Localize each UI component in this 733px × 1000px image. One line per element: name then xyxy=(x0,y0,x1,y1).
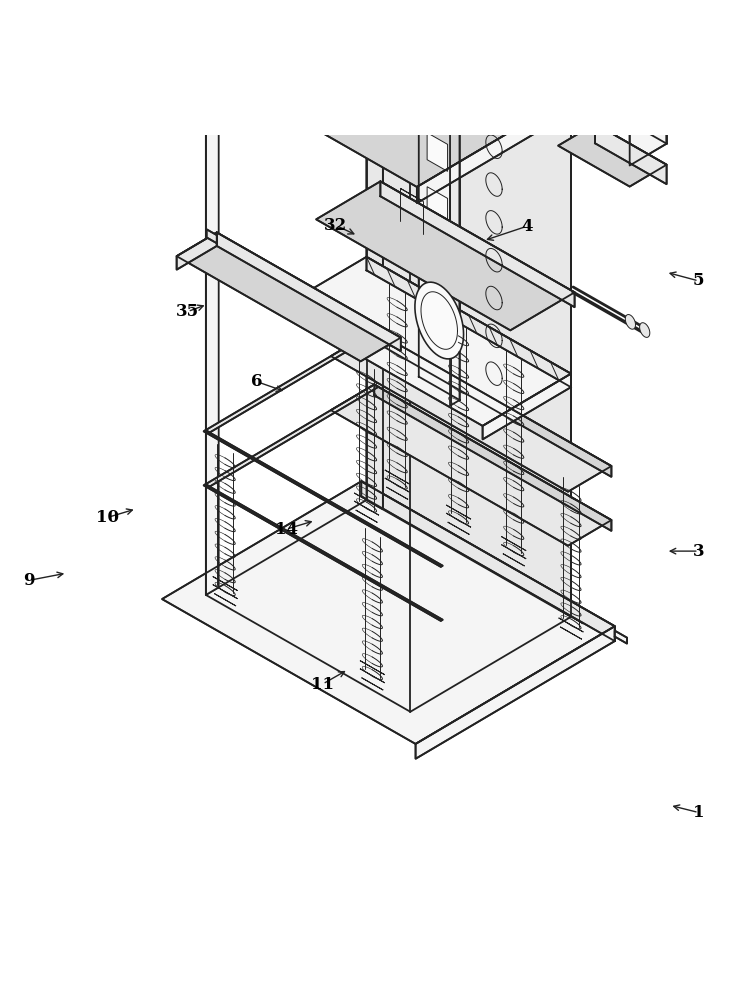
Text: 4: 4 xyxy=(521,218,533,235)
Polygon shape xyxy=(339,0,420,14)
Polygon shape xyxy=(427,187,448,225)
Text: 35: 35 xyxy=(176,303,199,320)
Polygon shape xyxy=(417,64,626,203)
Polygon shape xyxy=(427,79,448,117)
Polygon shape xyxy=(354,501,379,515)
Polygon shape xyxy=(415,282,463,359)
Text: 10: 10 xyxy=(96,509,119,526)
Polygon shape xyxy=(640,323,650,337)
Polygon shape xyxy=(503,554,525,566)
Text: 5: 5 xyxy=(693,272,704,289)
Polygon shape xyxy=(331,385,611,546)
Text: 14: 14 xyxy=(275,521,298,538)
Polygon shape xyxy=(375,385,611,531)
Polygon shape xyxy=(558,70,666,133)
Polygon shape xyxy=(356,510,377,522)
Polygon shape xyxy=(375,331,611,477)
Polygon shape xyxy=(385,470,410,484)
Polygon shape xyxy=(217,232,401,351)
Polygon shape xyxy=(205,331,378,433)
Polygon shape xyxy=(595,124,666,184)
Polygon shape xyxy=(177,232,217,270)
Polygon shape xyxy=(354,493,379,507)
Polygon shape xyxy=(559,618,583,632)
Polygon shape xyxy=(204,430,443,567)
Polygon shape xyxy=(448,522,469,534)
Polygon shape xyxy=(558,124,666,187)
Polygon shape xyxy=(416,626,615,759)
Polygon shape xyxy=(205,385,378,487)
Polygon shape xyxy=(213,585,237,599)
Text: 6: 6 xyxy=(251,373,262,390)
Polygon shape xyxy=(366,257,571,387)
Polygon shape xyxy=(361,678,383,690)
Text: 9: 9 xyxy=(23,572,35,589)
Polygon shape xyxy=(450,35,460,406)
Polygon shape xyxy=(449,0,570,91)
Polygon shape xyxy=(446,505,471,519)
Polygon shape xyxy=(386,487,408,499)
Text: 32: 32 xyxy=(324,217,347,234)
Text: 3: 3 xyxy=(693,543,704,560)
Polygon shape xyxy=(360,661,385,675)
Polygon shape xyxy=(360,669,385,683)
Polygon shape xyxy=(560,627,582,639)
Polygon shape xyxy=(559,610,583,624)
Polygon shape xyxy=(151,0,626,187)
Polygon shape xyxy=(615,631,627,644)
Polygon shape xyxy=(278,257,571,426)
Polygon shape xyxy=(446,513,471,527)
Text: 11: 11 xyxy=(312,676,334,693)
Polygon shape xyxy=(360,0,626,80)
Polygon shape xyxy=(630,111,666,165)
Polygon shape xyxy=(375,0,427,9)
Polygon shape xyxy=(366,0,383,509)
Polygon shape xyxy=(361,481,615,641)
Polygon shape xyxy=(385,478,410,492)
Polygon shape xyxy=(361,0,570,80)
Polygon shape xyxy=(410,76,571,712)
Polygon shape xyxy=(366,0,571,617)
Polygon shape xyxy=(316,181,575,330)
Polygon shape xyxy=(213,576,237,591)
Polygon shape xyxy=(427,133,448,171)
Polygon shape xyxy=(625,315,636,329)
Polygon shape xyxy=(204,484,443,621)
Polygon shape xyxy=(177,232,401,361)
Polygon shape xyxy=(595,70,666,144)
Polygon shape xyxy=(400,188,423,201)
Polygon shape xyxy=(331,331,611,492)
Polygon shape xyxy=(419,12,460,400)
Polygon shape xyxy=(482,374,571,439)
Polygon shape xyxy=(207,229,217,243)
Polygon shape xyxy=(214,594,236,606)
Polygon shape xyxy=(162,481,615,744)
Text: 1: 1 xyxy=(693,804,704,821)
Polygon shape xyxy=(501,537,526,551)
Polygon shape xyxy=(427,295,448,333)
Polygon shape xyxy=(501,545,526,559)
Polygon shape xyxy=(427,241,448,279)
Polygon shape xyxy=(206,47,218,595)
Polygon shape xyxy=(206,0,571,171)
Polygon shape xyxy=(380,181,575,307)
